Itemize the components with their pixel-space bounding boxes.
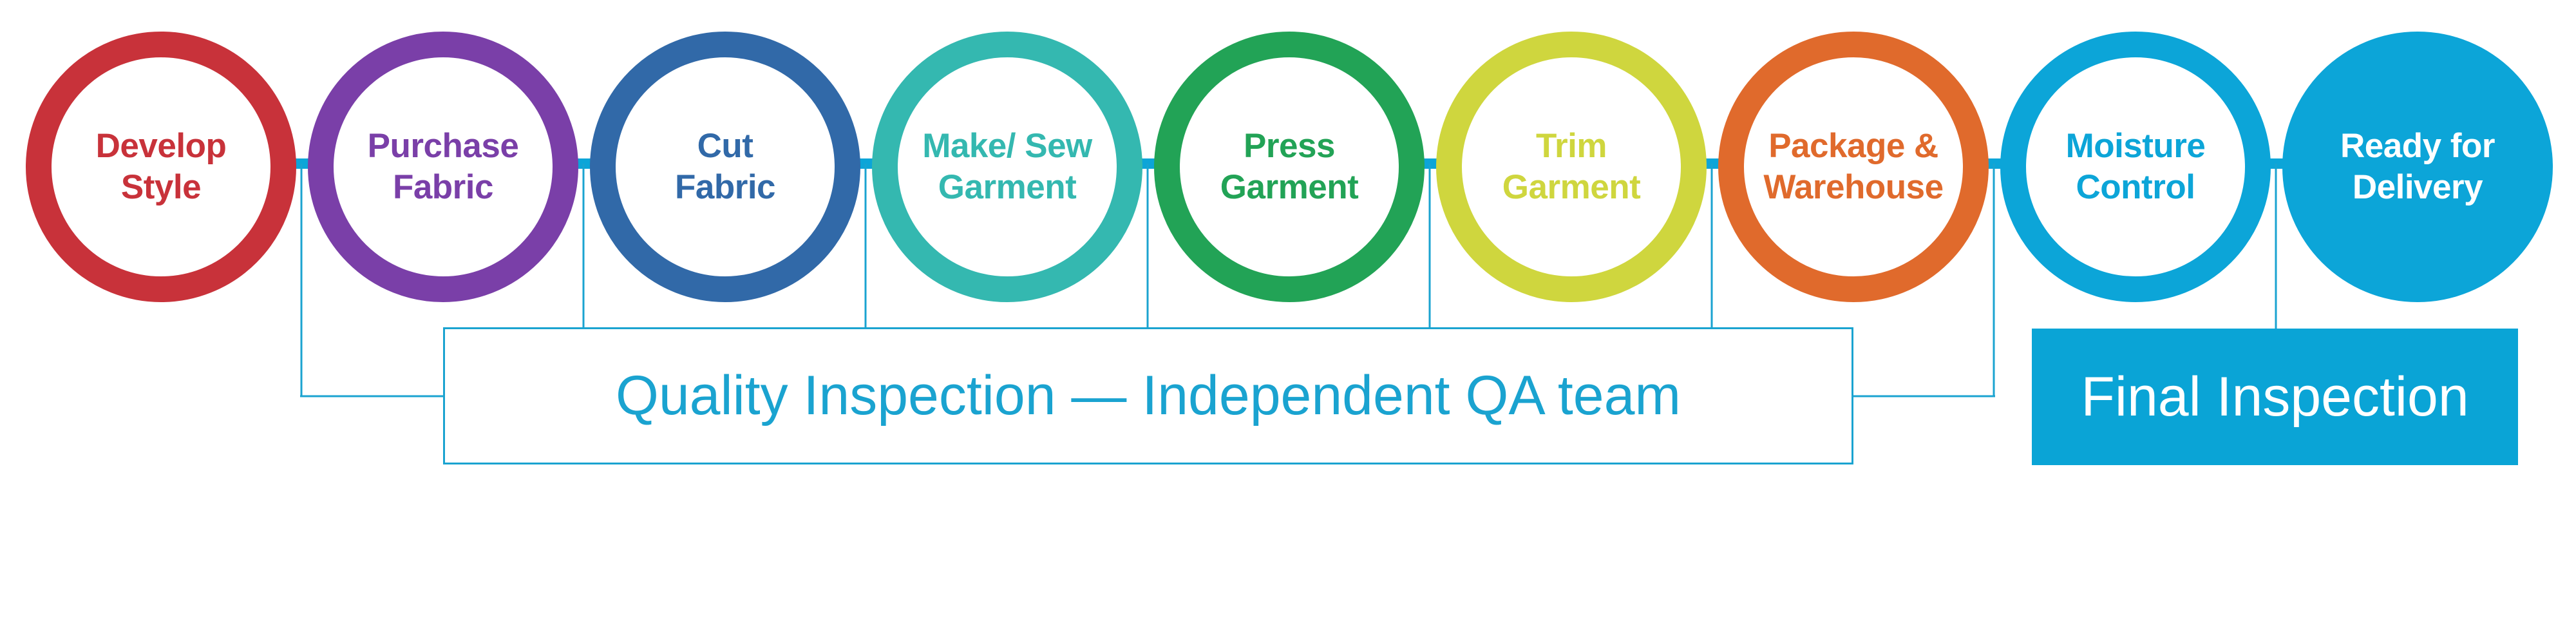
stage-label: Moisture Control [2065, 127, 2206, 206]
stage-press-garment: Press Garment [1154, 32, 1425, 302]
stage-cut-fabric: Cut Fabric [590, 32, 860, 302]
stage-label: Develop Style [95, 127, 227, 206]
stage-moisture-control: Moisture Control [2000, 32, 2271, 302]
stage-purchase-fabric: Purchase Fabric [308, 32, 578, 302]
stage-label: Ready for Delivery [2340, 127, 2495, 206]
stage-trim-garment: Trim Garment [1436, 32, 1707, 302]
stage-ready-for-delivery: Ready for Delivery [2282, 32, 2553, 302]
stage-label: Make/ Sew Garment [922, 127, 1092, 206]
quality-inspection-label: Quality Inspection — Independent QA team [615, 365, 1681, 426]
stage-label: Cut Fabric [674, 127, 776, 206]
final-inspection-label: Final Inspection [2081, 365, 2469, 428]
stage-label: Trim Garment [1502, 127, 1641, 206]
final-inspection-box: Final Inspection [2032, 329, 2518, 465]
stage-label: Press Garment [1220, 127, 1359, 206]
stage-package-warehouse: Package & Warehouse [1718, 32, 1989, 302]
quality-inspection-box: Quality Inspection — Independent QA team [443, 327, 1853, 464]
stage-develop-style: Develop Style [26, 32, 296, 302]
stage-label: Purchase Fabric [367, 127, 519, 206]
stage-label: Package & Warehouse [1763, 127, 1944, 206]
stage-make-sew-garment: Make/ Sew Garment [872, 32, 1142, 302]
